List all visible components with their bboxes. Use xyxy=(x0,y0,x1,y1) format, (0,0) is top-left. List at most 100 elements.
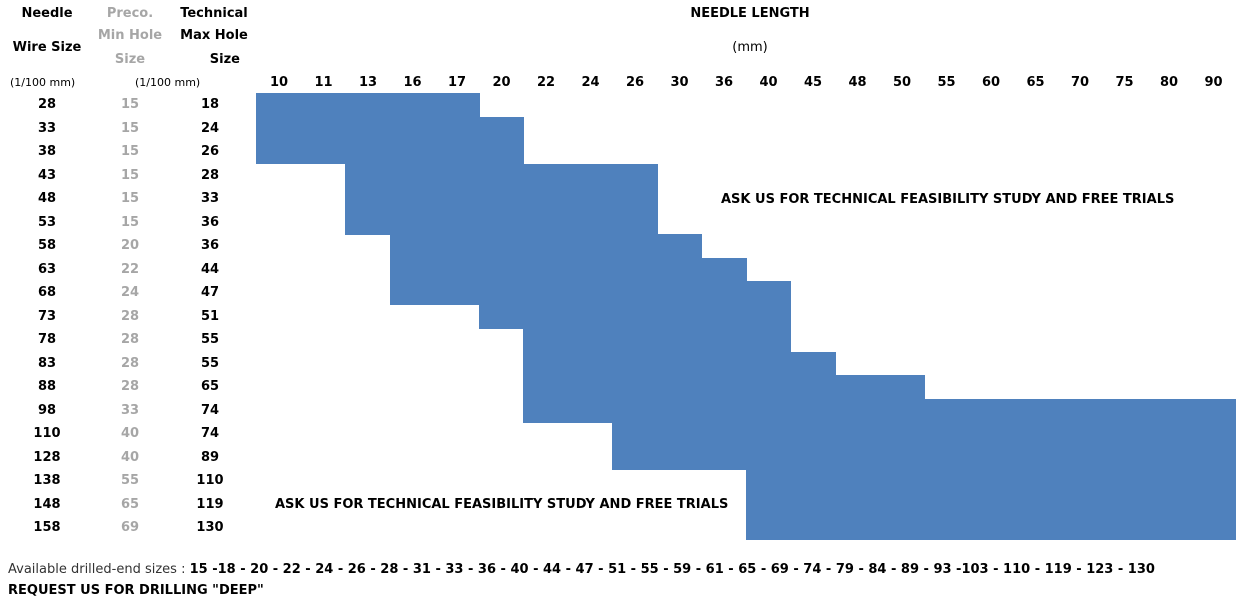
available-sizes-values: 15 -18 - 20 - 22 - 24 - 26 - 28 - 31 - 3… xyxy=(190,562,1155,577)
upper-feasibility-note: ASK US FOR TECHNICAL FEASIBILITY STUDY A… xyxy=(721,192,1174,207)
max-hole-cell: 55 xyxy=(185,352,235,376)
wire-size-cell: 98 xyxy=(22,399,72,423)
wire-size-cell: 53 xyxy=(22,211,72,235)
min-hole-cell: 15 xyxy=(105,187,155,211)
wire-size-header-2: Wire Size xyxy=(10,40,84,55)
length-col-90: 90 xyxy=(1192,75,1236,90)
max-hole-header-2: Max Hole xyxy=(175,28,253,43)
wire-size-cell: 158 xyxy=(22,516,72,540)
available-sizes-line: Available drilled-end sizes : 15 -18 - 2… xyxy=(8,562,1155,577)
max-hole-cell: 74 xyxy=(185,399,235,423)
band-segment xyxy=(390,281,792,305)
band-segment xyxy=(746,469,1236,493)
min-hole-cell: 40 xyxy=(105,422,155,446)
band-segment xyxy=(256,117,524,141)
max-hole-cell: 24 xyxy=(185,117,235,141)
min-hole-cell: 20 xyxy=(105,234,155,258)
wire-size-cell: 148 xyxy=(22,493,72,517)
wire-size-cell: 88 xyxy=(22,375,72,399)
max-hole-cell: 28 xyxy=(185,164,235,188)
max-hole-cell: 51 xyxy=(185,305,235,329)
lower-feasibility-note: ASK US FOR TECHNICAL FEASIBILITY STUDY A… xyxy=(275,497,728,512)
max-hole-cell: 36 xyxy=(185,211,235,235)
min-hole-cell: 33 xyxy=(105,399,155,423)
min-hole-cell: 65 xyxy=(105,493,155,517)
length-col-11: 11 xyxy=(302,75,346,90)
max-hole-cell: 26 xyxy=(185,140,235,164)
band-segment xyxy=(523,352,836,376)
max-hole-cell: 47 xyxy=(185,281,235,305)
length-col-65: 65 xyxy=(1014,75,1058,90)
min-hole-header-2: Min Hole xyxy=(97,28,163,43)
deep-drilling-request: REQUEST US FOR DRILLING "DEEP" xyxy=(8,583,264,598)
min-hole-cell: 15 xyxy=(105,140,155,164)
length-col-16: 16 xyxy=(391,75,435,90)
wire-size-cell: 83 xyxy=(22,352,72,376)
min-hole-cell: 28 xyxy=(105,328,155,352)
min-hole-cell: 24 xyxy=(105,281,155,305)
length-col-26: 26 xyxy=(613,75,657,90)
min-hole-header-1: Preco. xyxy=(100,6,160,21)
band-segment xyxy=(256,93,480,117)
needle-length-title: NEEDLE LENGTH xyxy=(600,6,900,21)
band-segment xyxy=(746,493,1236,517)
max-hole-cell: 89 xyxy=(185,446,235,470)
needle-length-unit: (mm) xyxy=(700,40,800,55)
length-col-36: 36 xyxy=(702,75,746,90)
band-segment xyxy=(345,187,658,211)
wire-size-cell: 33 xyxy=(22,117,72,141)
wire-size-unit: (1/100 mm) xyxy=(10,76,75,89)
band-segment xyxy=(523,399,1236,423)
band-segment xyxy=(345,164,658,188)
wire-size-cell: 63 xyxy=(22,258,72,282)
min-hole-cell: 15 xyxy=(105,93,155,117)
min-hole-cell: 69 xyxy=(105,516,155,540)
wire-size-cell: 58 xyxy=(22,234,72,258)
length-col-20: 20 xyxy=(480,75,524,90)
length-col-30: 30 xyxy=(658,75,702,90)
hole-size-unit: (1/100 mm) xyxy=(135,76,200,89)
wire-size-cell: 68 xyxy=(22,281,72,305)
min-hole-cell: 55 xyxy=(105,469,155,493)
min-hole-cell: 28 xyxy=(105,305,155,329)
band-segment xyxy=(523,375,925,399)
max-hole-cell: 119 xyxy=(185,493,235,517)
max-hole-header-1: Technical xyxy=(175,6,253,21)
band-segment xyxy=(612,422,1236,446)
length-col-55: 55 xyxy=(925,75,969,90)
min-hole-cell: 28 xyxy=(105,375,155,399)
length-col-50: 50 xyxy=(880,75,924,90)
band-segment xyxy=(390,258,747,282)
length-col-17: 17 xyxy=(435,75,479,90)
wire-size-cell: 78 xyxy=(22,328,72,352)
band-segment xyxy=(612,446,1236,470)
length-col-45: 45 xyxy=(791,75,835,90)
band-segment xyxy=(345,211,658,235)
length-col-40: 40 xyxy=(747,75,791,90)
max-hole-cell: 74 xyxy=(185,422,235,446)
length-col-22: 22 xyxy=(524,75,568,90)
min-hole-cell: 15 xyxy=(105,164,155,188)
wire-size-cell: 48 xyxy=(22,187,72,211)
available-sizes-label: Available drilled-end sizes : xyxy=(8,562,190,577)
min-hole-cell: 40 xyxy=(105,446,155,470)
min-hole-cell: 28 xyxy=(105,352,155,376)
wire-size-cell: 128 xyxy=(22,446,72,470)
max-hole-header-3: Size xyxy=(190,52,240,67)
length-col-75: 75 xyxy=(1103,75,1147,90)
max-hole-cell: 65 xyxy=(185,375,235,399)
length-col-13: 13 xyxy=(346,75,390,90)
max-hole-cell: 36 xyxy=(185,234,235,258)
min-hole-header-3: Size xyxy=(100,52,160,67)
length-col-48: 48 xyxy=(836,75,880,90)
max-hole-cell: 18 xyxy=(185,93,235,117)
length-col-80: 80 xyxy=(1147,75,1191,90)
max-hole-cell: 130 xyxy=(185,516,235,540)
max-hole-cell: 33 xyxy=(185,187,235,211)
wire-size-cell: 28 xyxy=(22,93,72,117)
band-segment xyxy=(746,516,1236,540)
max-hole-cell: 55 xyxy=(185,328,235,352)
length-col-60: 60 xyxy=(969,75,1013,90)
max-hole-cell: 110 xyxy=(185,469,235,493)
max-hole-cell: 44 xyxy=(185,258,235,282)
